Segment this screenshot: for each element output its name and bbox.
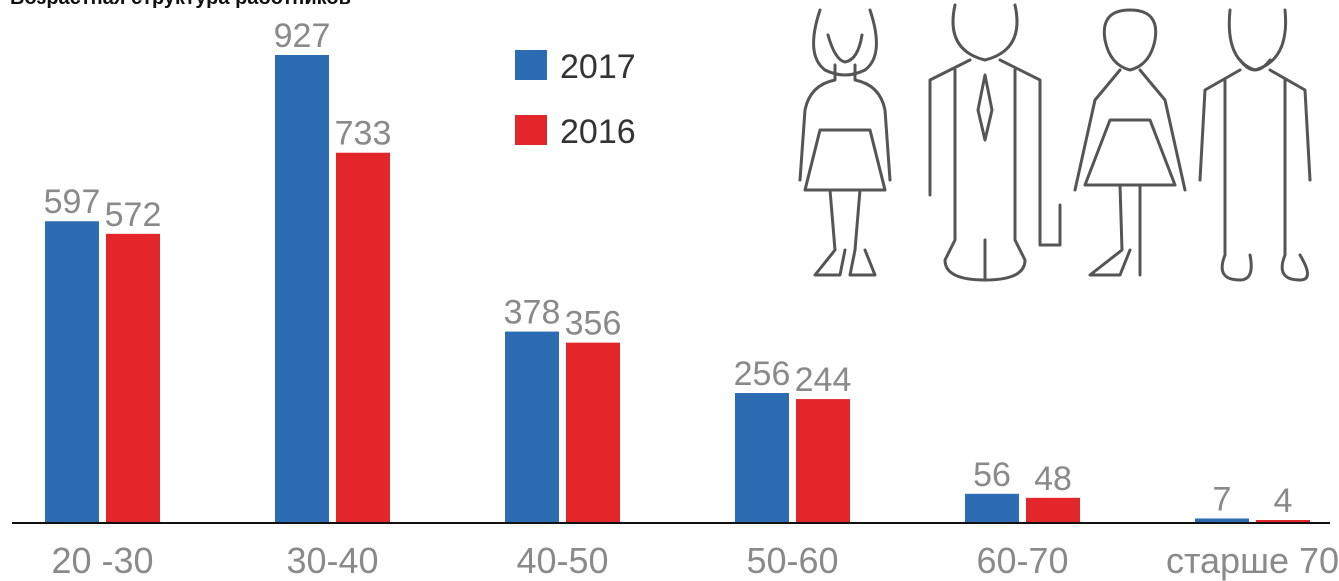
x-tick-label: 50-60 <box>746 540 838 581</box>
value-label: 56 <box>973 456 1011 494</box>
value-label: 244 <box>795 361 852 399</box>
value-label: 4 <box>1274 482 1293 520</box>
value-label: 378 <box>504 294 561 332</box>
bar <box>505 332 559 522</box>
x-tick-label: старше 70 <box>1166 540 1339 581</box>
value-label: 927 <box>274 17 331 55</box>
bar <box>1195 518 1249 522</box>
bar <box>106 234 160 522</box>
bar <box>336 153 390 522</box>
bar <box>735 393 789 522</box>
chart: Возрастная структура работников 597572 20… <box>0 0 1339 581</box>
x-tick-label: 30-40 <box>286 540 378 581</box>
legend-label: 2016 <box>560 113 636 151</box>
value-label: 7 <box>1213 480 1232 518</box>
value-label: 572 <box>105 196 162 234</box>
page: {"chart_data": {"type": "bar", "title": … <box>0 0 1339 581</box>
chart-title: Возрастная структура работников <box>10 0 351 9</box>
x-tick-label: 60-70 <box>976 540 1068 581</box>
bar <box>566 343 620 522</box>
bar <box>45 221 99 522</box>
value-label: 256 <box>734 355 791 393</box>
bar <box>1256 520 1310 522</box>
value-label: 597 <box>44 183 101 221</box>
legend-swatch <box>515 115 547 145</box>
legend-label: 2017 <box>560 48 636 86</box>
bar <box>1026 498 1080 522</box>
legend-swatch <box>515 50 547 80</box>
x-tick-label: 20 -30 <box>51 540 153 581</box>
bar <box>965 494 1019 522</box>
x-tick-label: 40-50 <box>516 540 608 581</box>
bar <box>796 399 850 522</box>
illustration <box>800 5 1310 280</box>
value-label: 356 <box>565 305 622 343</box>
value-label: 733 <box>335 115 392 153</box>
bar <box>275 55 329 522</box>
value-label: 48 <box>1034 460 1072 498</box>
